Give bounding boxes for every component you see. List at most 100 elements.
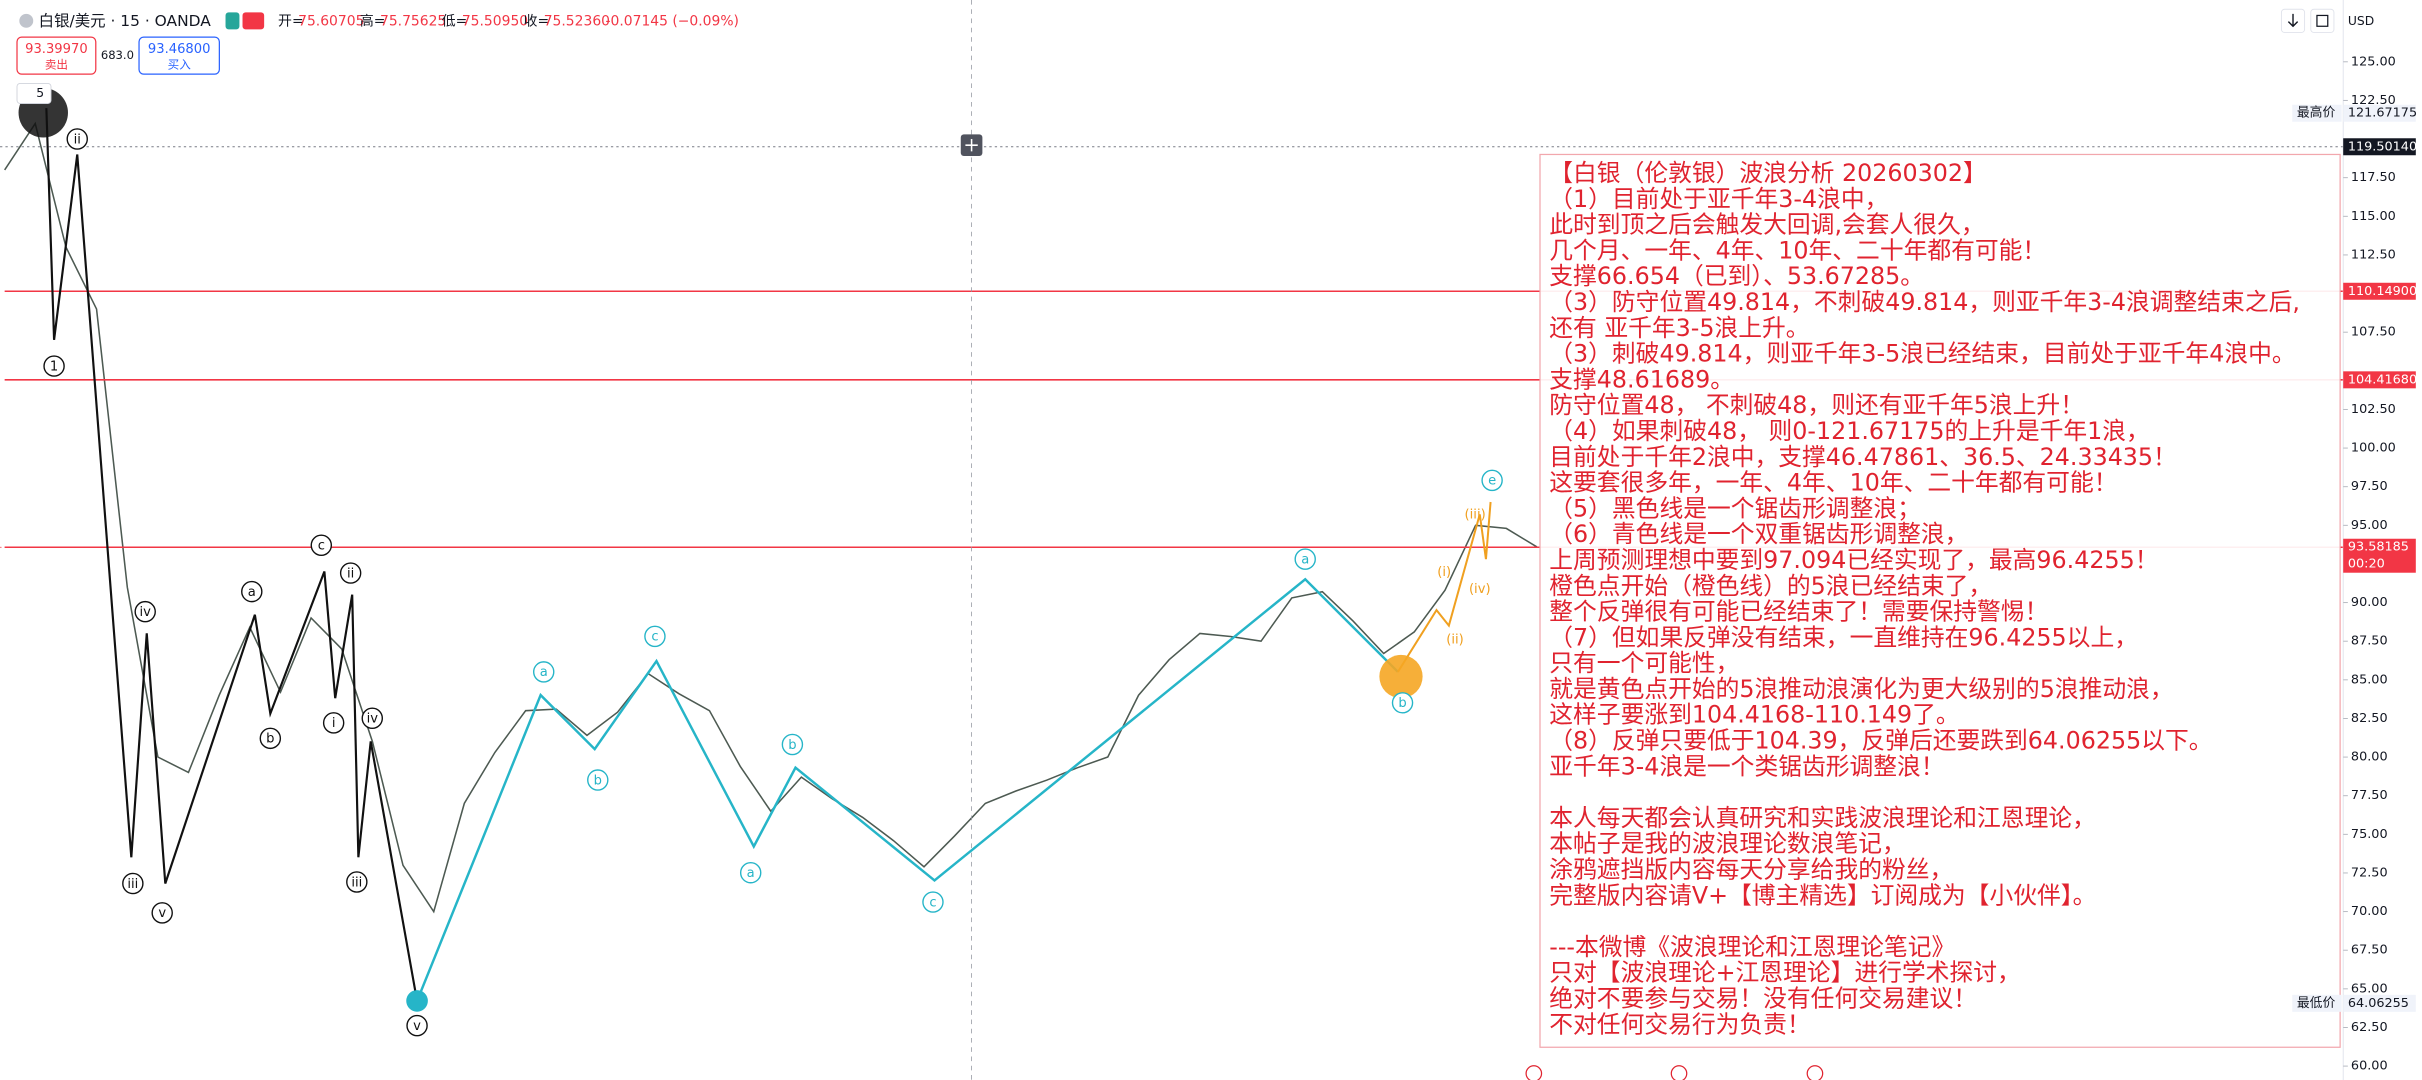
footer-icon — [1525, 1065, 1543, 1080]
wave-label-circle — [322, 712, 345, 734]
wave-label-circle — [406, 1014, 428, 1037]
wave-label-circle — [346, 871, 368, 893]
annotation-line: 还有 亚千年3-5浪上升。 — [1549, 314, 1809, 342]
wave-label: a — [248, 585, 256, 600]
wave-label: i — [332, 716, 336, 731]
currency[interactable]: USD — [2348, 14, 2374, 28]
annotation-line: 不对任何交易行为负责！ — [1549, 1010, 1810, 1038]
price-countdown: 00:20 — [2348, 557, 2385, 572]
wave-label-circle — [66, 128, 88, 150]
wave-label-circle — [43, 355, 65, 377]
y-tick-label: 67.50 — [2351, 943, 2388, 958]
download-icon — [2287, 13, 2299, 28]
wave-label-circle — [122, 872, 144, 895]
annotation-line: 整个反弹很有可能已经结束了！需要保持警惕！ — [1549, 598, 2048, 626]
annotation-line: （3）防守位置49.814，不刺破49.814，则亚千年3-4浪调整结束之后, — [1549, 288, 2300, 316]
ohlc-label: 收= — [524, 14, 550, 30]
wave-label-circle — [587, 769, 609, 791]
wave-label: iv — [140, 605, 152, 620]
price-tag — [2343, 994, 2416, 1012]
price-axis: 125.00 122.50 117.50 115.00 112.50 107.50 102.… — [2292, 0, 2422, 1080]
buy-button[interactable] — [138, 36, 220, 75]
overlay: 【白银（伦敦银）波浪分析 20260302】 （1）目前处于亚千年3-4浪中，此… — [1539, 153, 2341, 1048]
wave-label-circle — [1294, 548, 1316, 570]
annotation-line: 这样子要涨到104.4168-110.149了。 — [1549, 701, 1959, 729]
wave-label-circle — [644, 625, 666, 648]
annotation-line: 绝对不要参与交易！没有任何交易建议！ — [1549, 984, 1977, 1012]
price-tag — [2343, 138, 2416, 156]
y-tick-label: 77.50 — [2351, 788, 2388, 803]
wave-label: c — [651, 630, 658, 645]
wave-label: (ii) — [1446, 633, 1464, 648]
annotation-line: （8）反弹只要低于104.39，反弹后还要跌到64.06255以下。 — [1549, 727, 2212, 755]
wave-label: b — [266, 732, 274, 747]
annotation-line: （3）刺破49.814，则亚千年3-5浪已经结束，目前处于亚千年4浪中。 — [1549, 340, 2295, 368]
wave-label-circle — [310, 534, 333, 556]
wave-label: b — [1398, 696, 1406, 711]
ohlc-value: 75.75625 — [380, 14, 446, 30]
y-tick-label: 80.00 — [2351, 750, 2388, 765]
annotation-line: 这要套很多年，一年、4年、10年、二十年都有可能！ — [1549, 469, 2117, 497]
y-tick-label: 70.00 — [2351, 904, 2388, 919]
wave-label: a — [1301, 552, 1309, 567]
wave-label-circle — [1481, 469, 1503, 492]
y-tick-label: 125.00 — [2351, 54, 2396, 69]
annotation-line: 几个月、一年、4年、10年、二十年都有可能！ — [1549, 236, 2046, 264]
spread: 683.0 — [101, 48, 134, 62]
price-tag — [2343, 371, 2416, 389]
ohlc-value: 75.50950 — [462, 14, 528, 30]
wave-label-circle — [339, 562, 362, 584]
sell-button[interactable] — [16, 36, 97, 75]
y-tick-label: 87.50 — [2351, 634, 2388, 649]
wave-dot — [1379, 654, 1423, 699]
symbol: 白银/美元 · 15 · OANDA — [39, 12, 212, 30]
wave-label: b — [594, 773, 602, 788]
annotation-line: ---本微博《波浪理论和江恩理论笔记》 — [1549, 933, 1955, 961]
annotation-box — [1539, 153, 2341, 1048]
y-tick-label: 60.00 — [2351, 1059, 2388, 1074]
wave-label: 1 — [50, 359, 58, 374]
annotation-line: 亚千年3-4浪是一个类锯齿形调整浪！ — [1549, 752, 1944, 780]
footer-icon — [1806, 1065, 1824, 1080]
annotation-title: 【白银（伦敦银）波浪分析 20260302】 — [1549, 159, 1986, 187]
wave-line — [415, 577, 1399, 1002]
y-tick-label: 65.00 — [2351, 981, 2388, 996]
sell-label[interactable]: 卖出 — [45, 57, 68, 71]
y-tick-label: 95.00 — [2351, 518, 2388, 533]
y-tick-label: 117.50 — [2351, 170, 2396, 185]
sell-price[interactable]: 93.39970 — [25, 42, 88, 57]
wave-label: iv — [367, 712, 379, 727]
annotation-line: 目前处于千年2浪中，支撑46.47861、36.5、24.33435！ — [1549, 443, 2177, 471]
annotation-line: 就是黄色点开始的5浪推动浪演化为更大级别的5浪推动浪， — [1549, 675, 2173, 703]
wave-label-circle — [151, 902, 173, 924]
screenshot-icon — [2316, 14, 2329, 27]
interval-badge[interactable]: 5 — [36, 86, 44, 100]
header: 白银/美元 · 15 · OANDA 93.39970 卖出 683.0 93.… — [16, 0, 2374, 1080]
screenshot-button[interactable] — [2310, 8, 2335, 33]
price-tag-title: 最高价 — [2297, 105, 2336, 121]
wave-label: v — [158, 906, 166, 921]
annotation-line: 本人每天都会认真研究和实践波浪理论和江恩理论， — [1549, 804, 2096, 832]
annotation-line: （4）如果刺破48， 则0-121.67175的上升是千年1浪， — [1549, 417, 2150, 445]
price-tag-title-bg — [2292, 994, 2342, 1012]
crosshair-add-icon — [965, 139, 978, 152]
wave-label: v — [413, 1019, 421, 1034]
wave-label: b — [788, 738, 796, 753]
y-tick-label: 85.00 — [2351, 672, 2388, 687]
ohlc-label: 高= — [360, 13, 386, 30]
annotation-line: （6）青色线是一个双重锯齿形调整浪， — [1549, 520, 1968, 548]
buy-price[interactable]: 93.46800 — [148, 42, 211, 57]
y-tick-label: 115.00 — [2351, 209, 2396, 224]
wave-label: iii — [127, 877, 138, 892]
ohlc-label: 低= — [442, 14, 468, 30]
annotation-line: 橙色点开始（橙色线）的5浪已经结束了， — [1549, 572, 1992, 600]
price-tag-label: 121.67175 — [2348, 106, 2417, 121]
buy-label[interactable]: 买入 — [168, 57, 192, 71]
annotation-line: 完整版内容请V+【博主精选】订阅成为【小伙伴】。 — [1549, 881, 2096, 909]
collapse-button[interactable] — [16, 82, 52, 104]
wave-label: c — [318, 539, 325, 554]
wave-label-circle — [134, 600, 156, 623]
price-tag-label: 119.50140 — [2348, 139, 2417, 154]
wave-label: (iv) — [1469, 582, 1491, 597]
y-tick-label: 100.00 — [2351, 441, 2396, 456]
